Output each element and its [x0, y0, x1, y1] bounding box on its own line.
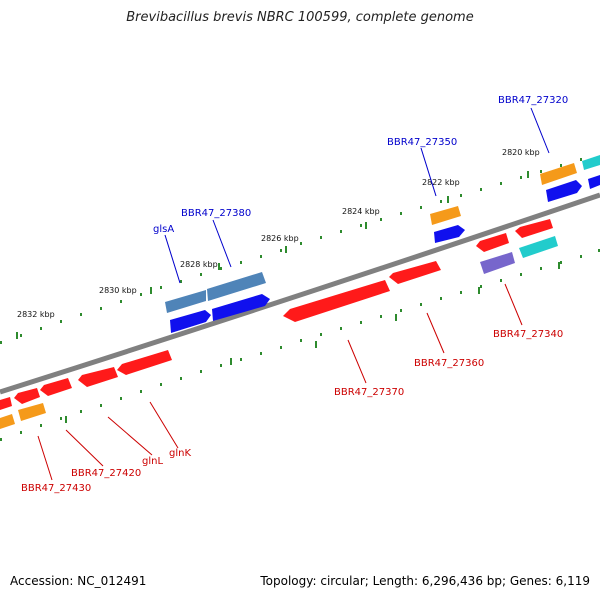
gene-label-BBR47_27360: BBR47_27360 [414, 358, 484, 369]
gene-label-BBR47_27380: BBR47_27380 [181, 208, 251, 219]
gene-glnL [78, 367, 118, 387]
gene-label-BBR47_27370: BBR47_27370 [334, 387, 404, 398]
gene-BBR47_27360 [389, 261, 441, 284]
gene-label-BBR47_27320: BBR47_27320 [498, 95, 568, 106]
genome-backbone [0, 192, 600, 395]
gene-glnK [117, 350, 172, 375]
gene-BBR47_27430 [18, 403, 46, 421]
gene-BBR47_27420 [40, 378, 72, 396]
gene-BBR47_27350 [430, 206, 461, 225]
tick-label-2824: 2824 kbp [342, 207, 380, 216]
tick-label-2820: 2820 kbp [502, 148, 540, 157]
gene-blue-e [588, 175, 600, 189]
gene-features-upper [165, 155, 600, 333]
genome-stats-text: Topology: circular; Length: 6,296,436 bp… [260, 574, 590, 588]
gene-label-glnL: glnL [142, 456, 163, 467]
gene-red-b [515, 219, 553, 238]
gene-glsA [165, 290, 206, 313]
label-leaders [37, 107, 550, 481]
upper-tick-row [0, 158, 582, 344]
gene-label-glsA: glsA [153, 224, 174, 235]
gene-blue-b [212, 294, 270, 321]
gene-cyan-b [519, 236, 558, 258]
gene-label-BBR47_27350: BBR47_27350 [387, 137, 457, 148]
gene-blue-d [546, 180, 582, 202]
tick-label-2828: 2828 kbp [180, 260, 218, 269]
gene-features-lower [0, 219, 558, 429]
gene-BBR47_27380 [207, 272, 266, 301]
gene-BBR47_27320 [540, 163, 577, 185]
tick-label-2830: 2830 kbp [99, 286, 137, 295]
gene-label-glnK: glnK [169, 448, 191, 459]
tick-label-2832: 2832 kbp [17, 310, 55, 319]
figure-title: Brevibacillus brevis NBRC 100599, comple… [126, 10, 474, 25]
gene-label-BBR47_27340: BBR47_27340 [493, 329, 563, 340]
tick-label-2822: 2822 kbp [422, 178, 460, 187]
gene-red-d [0, 397, 12, 410]
gene-red-c [14, 388, 40, 404]
accession-text: Accession: NC_012491 [10, 574, 147, 588]
gene-label-BBR47_27420: BBR47_27420 [71, 468, 141, 479]
gene-blue-c [434, 225, 465, 243]
gene-BBR47_27370 [283, 280, 390, 322]
tick-label-2826: 2826 kbp [261, 234, 299, 243]
gene-BBR47_27340 [480, 252, 515, 274]
gene-blue-a [170, 310, 211, 333]
lower-tick-row [0, 249, 600, 441]
gene-orange-edge [0, 414, 15, 429]
gene-cyan-a [582, 155, 600, 170]
gene-label-BBR47_27430: BBR47_27430 [21, 483, 91, 494]
gene-red-a [476, 233, 509, 252]
